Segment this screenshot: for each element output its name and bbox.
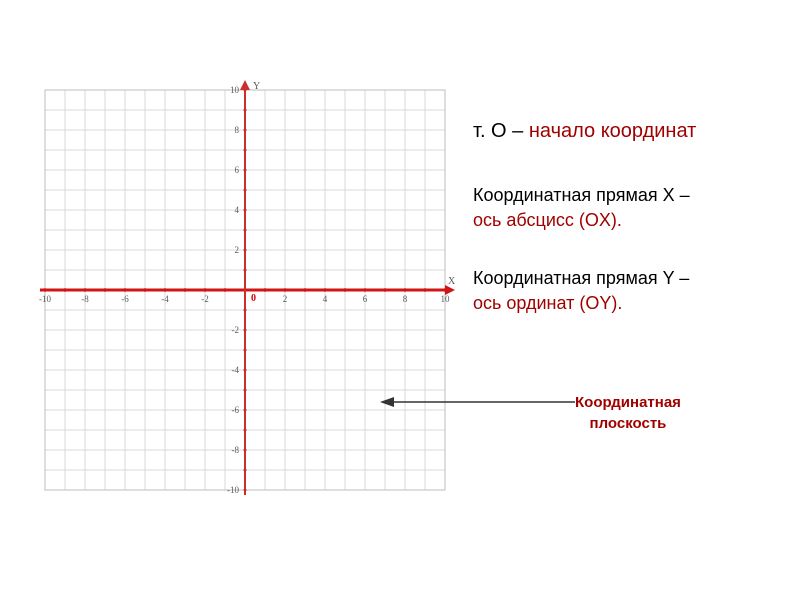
svg-text:-2: -2	[232, 325, 240, 335]
svg-text:10: 10	[441, 294, 451, 304]
coordinate-svg: 0 -10 -8 -6 -4 -2 2 4 6 8 10 2 4 6 8 10 -2 -4 -6 -8 -10 X Y	[35, 80, 455, 500]
svg-text:-8: -8	[81, 294, 89, 304]
x-axis-term: ось абсцисс (OX).	[473, 210, 800, 231]
origin-prefix: т. О –	[473, 120, 523, 142]
plane-caption-line1: Координатная	[575, 394, 681, 411]
svg-text:0: 0	[251, 293, 256, 304]
y-axis-description: Координатная прямая Y –	[473, 268, 800, 289]
pointer-arrow	[380, 382, 580, 432]
plane-caption-line2: плоскость	[590, 415, 667, 432]
svg-text:-10: -10	[227, 485, 239, 495]
origin-definition: т. О – начало координат	[473, 120, 800, 143]
plane-caption: Координатная плоскость	[575, 392, 681, 434]
svg-text:Y: Y	[253, 81, 260, 92]
svg-text:2: 2	[283, 294, 288, 304]
x-axis-description: Координатная прямая X –	[473, 185, 800, 206]
coordinate-chart: 0 -10 -8 -6 -4 -2 2 4 6 8 10 2 4 6 8 10 -2 -4 -6 -8 -10 X Y	[35, 80, 455, 500]
svg-text:-8: -8	[232, 445, 240, 455]
svg-text:8: 8	[403, 294, 408, 304]
svg-text:-10: -10	[39, 294, 51, 304]
origin-term: начало координат	[529, 120, 696, 142]
page-container: 0 -10 -8 -6 -4 -2 2 4 6 8 10 2 4 6 8 10 -2 -4 -6 -8 -10 X Y т.…	[0, 0, 800, 600]
svg-text:10: 10	[230, 85, 240, 95]
svg-text:-4: -4	[161, 294, 169, 304]
y-axis-term: ось ординат (OY).	[473, 293, 800, 314]
svg-text:4: 4	[235, 205, 240, 215]
svg-text:8: 8	[235, 125, 240, 135]
svg-text:-4: -4	[232, 365, 240, 375]
svg-text:X: X	[448, 276, 455, 287]
svg-text:-2: -2	[201, 294, 209, 304]
svg-text:2: 2	[235, 245, 240, 255]
svg-text:6: 6	[235, 165, 240, 175]
svg-text:-6: -6	[121, 294, 129, 304]
svg-text:6: 6	[363, 294, 368, 304]
svg-text:4: 4	[323, 294, 328, 304]
svg-text:-6: -6	[232, 405, 240, 415]
